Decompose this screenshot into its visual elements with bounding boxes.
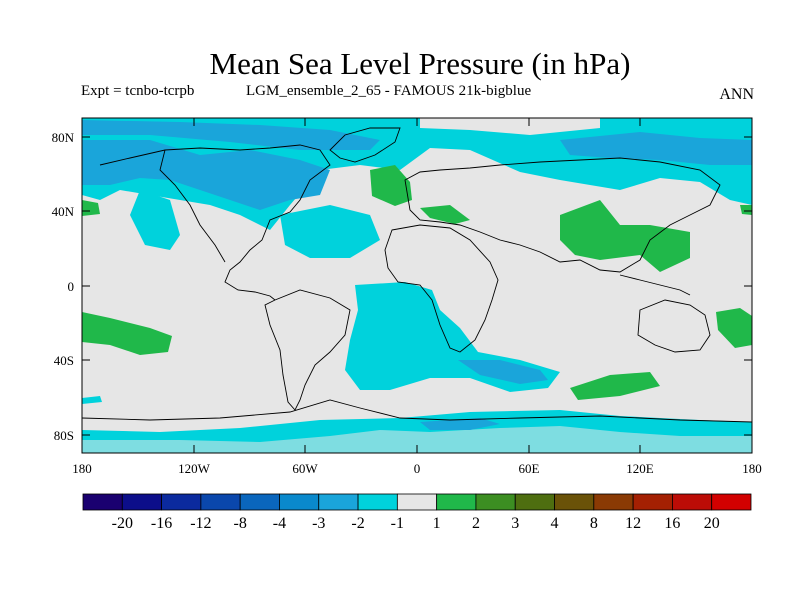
colorbar-tick-label: -3 [312, 515, 325, 532]
lat-label-40n: 40N [52, 204, 75, 219]
colorbar-tick-label: -2 [351, 515, 364, 532]
lon-label-180e: 180 [742, 461, 762, 476]
negative2-region-weddell [420, 418, 500, 430]
positive-region-tasman [716, 308, 752, 348]
colorbar-swatch [279, 493, 320, 511]
coast-south-america [264, 289, 351, 411]
colorbar-swatch [436, 493, 477, 511]
positive-region-europe [370, 165, 412, 206]
run-label: LGM_ensemble_2_65 - FAMOUS 21k-bigblue [246, 83, 532, 99]
colorbar-tick-label: 2 [472, 515, 480, 532]
negative2-region-siberia [560, 132, 752, 165]
positive-region-pacific-east [740, 205, 752, 215]
negative-region-pacific-ne [130, 190, 180, 250]
colorbar-tick-label: -4 [273, 515, 286, 532]
colorbar-tick-label: -16 [151, 515, 172, 532]
colorbar-swatch [161, 493, 202, 511]
colorbar-swatch [318, 493, 359, 511]
colorbar-swatch [239, 493, 280, 511]
field-layer [82, 118, 752, 453]
colorbar-tick-label: -1 [391, 515, 404, 532]
lon-label-60e: 60E [519, 461, 540, 476]
experiment-label: Expt = tcnbo-tcrpb [81, 83, 195, 99]
lon-ticks [81, 118, 753, 453]
colorbar-swatch [632, 493, 673, 511]
colorbar-tick-label: 16 [664, 515, 680, 532]
neutral-region-antarctic [82, 426, 752, 453]
positive-region-mediterranean [420, 205, 470, 224]
colorbar-tick-label: 4 [551, 515, 559, 532]
colorbar-swatch [396, 493, 438, 511]
lat-ticks [82, 136, 752, 436]
season-label: ANN [719, 86, 754, 103]
colorbar-swatch [672, 493, 713, 511]
colorbar-swatch [593, 493, 634, 511]
colorbar-swatch [200, 493, 241, 511]
coast-africa [384, 224, 499, 353]
lat-label-0: 0 [68, 279, 75, 294]
colorbar-swatch [554, 493, 595, 511]
lon-label-180w: 180 [72, 461, 92, 476]
lat-label-40s: 40S [54, 353, 74, 368]
positive-region-south-pacific [82, 312, 172, 355]
negative2-region-north-america [82, 140, 330, 210]
colorbar-swatch [514, 493, 555, 511]
positive-region-southern-indian [570, 372, 660, 400]
colorbar-swatch [357, 493, 398, 511]
colorbar-tick-label: -20 [112, 515, 133, 532]
neutral-region-arctic [420, 118, 600, 135]
coast-north-america [99, 144, 331, 301]
colorbar-tick-label: 20 [704, 515, 720, 532]
coast-west-america [159, 149, 226, 263]
coastlines [82, 127, 752, 423]
colorbar-tick-label: -8 [234, 515, 247, 532]
coast-eurasia [404, 157, 721, 273]
lon-label-120w: 120W [178, 461, 211, 476]
coast-greenland [329, 127, 401, 163]
lon-label-0: 0 [414, 461, 421, 476]
colorbar-tick-label: 12 [625, 515, 641, 532]
negative2-region-south-atlantic [458, 360, 548, 384]
colorbar [82, 493, 752, 511]
lat-label-80n: 80N [52, 130, 75, 145]
colorbar-swatch [711, 493, 752, 511]
colorbar-swatch [82, 493, 123, 511]
coast-indonesia [619, 274, 691, 296]
positive-region-asia [560, 200, 690, 272]
coast-australia [637, 299, 711, 353]
positive-region-pacific-west [82, 200, 100, 216]
negative-region-atlantic [280, 205, 380, 258]
colorbar-swatch [121, 493, 162, 511]
colorbar-labels: -20 -16 -12 -8 -4 -3 -2 -1 1 2 3 4 8 12 16 20 [112, 515, 720, 532]
colorbar-tick-label: 3 [511, 515, 519, 532]
colorbar-swatch [475, 493, 516, 511]
lon-label-120e: 120E [626, 461, 654, 476]
lon-label-60w: 60W [292, 461, 318, 476]
colorbar-tick-label: 8 [590, 515, 598, 532]
colorbar-tick-label: -12 [190, 515, 211, 532]
colorbar-tick-label: 1 [433, 515, 441, 532]
coast-antarctica [82, 399, 752, 423]
chart-title: Mean Sea Level Pressure (in hPa) [209, 46, 631, 81]
lat-label-80s: 80S [54, 428, 74, 443]
negative-region-sw-edge [82, 396, 102, 404]
negative2-region-canada-north [82, 120, 380, 150]
